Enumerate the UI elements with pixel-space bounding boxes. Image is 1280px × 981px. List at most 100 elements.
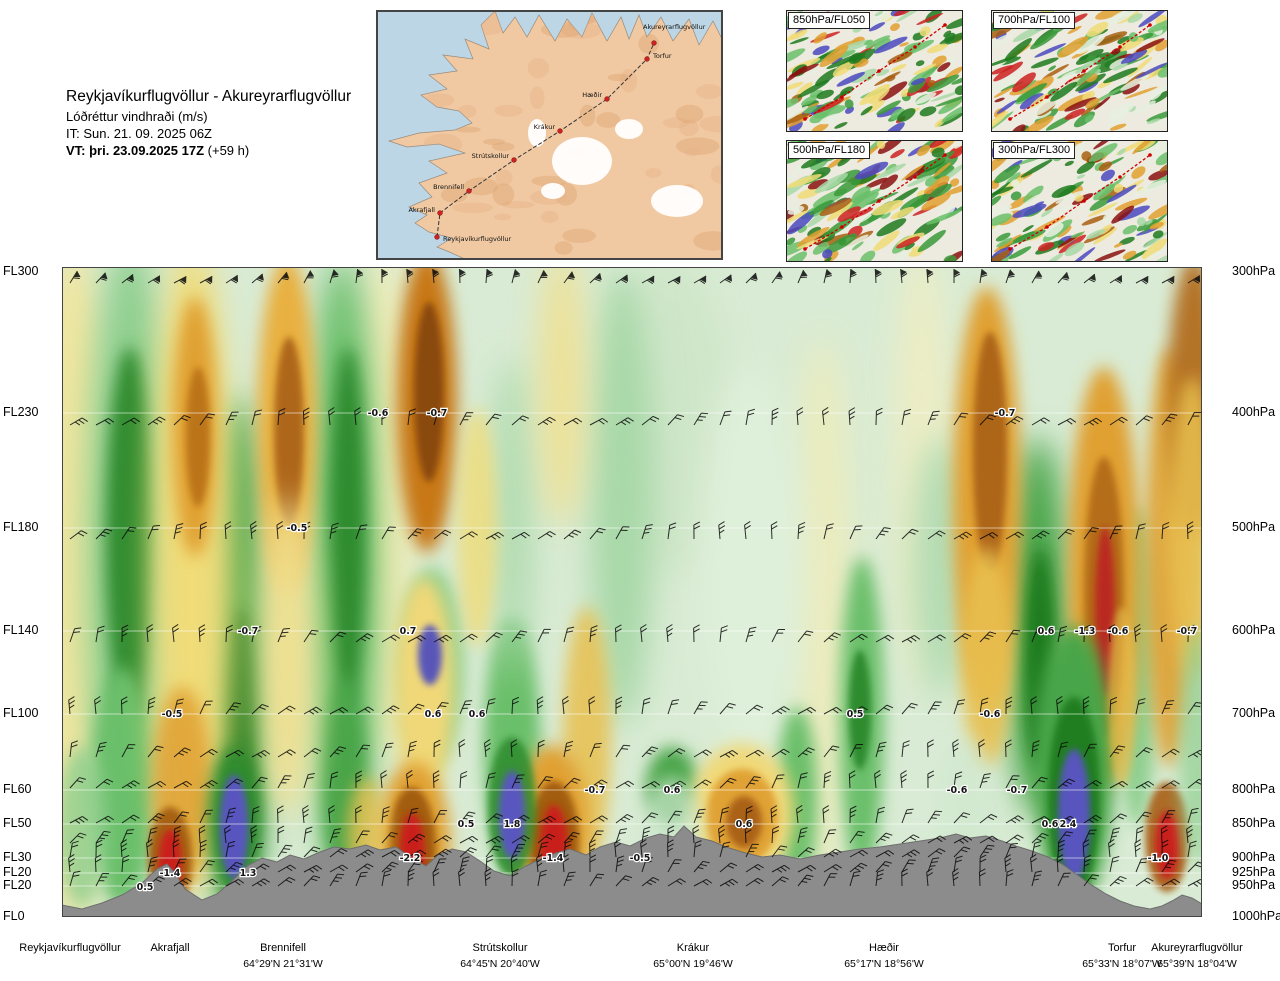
waypoint-dot	[557, 128, 563, 134]
flight-level-label: FL50	[3, 816, 32, 830]
iceland-map: Reykjavíkurflugvöllur Akrafjall Brennifell…	[377, 10, 723, 260]
flight-level-label: FL60	[3, 782, 32, 796]
contour-fill-field	[22, 237, 1220, 937]
level-panel-500hpa: 500hPa/FL180	[786, 140, 963, 262]
waypoint-name: Strútskollur	[472, 942, 528, 954]
svg-text:0.6: 0.6	[469, 709, 486, 720]
svg-text:0.5: 0.5	[847, 709, 864, 720]
map-waypoint-label: Strútskollur	[472, 152, 510, 160]
waypoint-name: Hæðir	[869, 942, 899, 954]
svg-text:-0.5: -0.5	[287, 523, 308, 534]
svg-text:-0.7: -0.7	[585, 785, 606, 796]
waypoint-name: Brennifell	[260, 942, 306, 954]
svg-text:-1.4: -1.4	[160, 868, 181, 879]
svg-text:0.6: 0.6	[1038, 626, 1055, 637]
pressure-level-label: 800hPa	[1232, 782, 1276, 796]
svg-text:-0.7: -0.7	[995, 408, 1016, 419]
flight-level-label: FL30	[3, 850, 32, 864]
cross-section-plot: -0.6 -0.7 -0.7 -0.5 -0.7 0.7 0.6 -1.3 -0.6 -0.7 -0…	[22, 237, 1220, 937]
waypoint-coordinates: 65°17'N 18°56'W	[844, 958, 924, 970]
pressure-level-label: 400hPa	[1232, 405, 1276, 419]
map-waypoint-label: Brennifell	[433, 183, 464, 191]
route-title: Reykjavíkurflugvöllur - Akureyrarflugvöl…	[66, 88, 352, 105]
flight-level-label: FL140	[3, 623, 39, 637]
level-panel-700hpa-art	[992, 11, 1167, 131]
svg-text:-0.7: -0.7	[427, 408, 448, 419]
waypoint-coordinates: 64°45'N 20°40'W	[460, 958, 540, 970]
waypoint-dot	[434, 234, 440, 240]
level-panel-700hpa: 700hPa/FL100	[991, 10, 1168, 132]
flight-level-label: FL180	[3, 520, 39, 534]
terrain-profile	[61, 825, 1203, 918]
flight-level-label: FL20	[3, 865, 32, 879]
svg-text:-0.6: -0.6	[368, 408, 389, 419]
svg-text:-0.6: -0.6	[947, 785, 968, 796]
pressure-level-label: 950hPa	[1232, 878, 1276, 892]
map-waypoint-label: Akureyrarflugvöllur	[643, 23, 706, 31]
level-panel-850hpa-art	[787, 11, 962, 131]
pressure-level-label: 300hPa	[1232, 264, 1276, 278]
svg-text:-0.6: -0.6	[980, 709, 1001, 720]
waypoint-name: Torfur	[1107, 942, 1137, 954]
svg-text:-0.5: -0.5	[162, 709, 183, 720]
svg-text:-0.7: -0.7	[1177, 626, 1198, 637]
flight-level-label: FL300	[3, 264, 39, 278]
waypoint-coordinates: 64°29'N 21°31'W	[243, 958, 323, 970]
waypoint-name: Reykjavíkurflugvöllur	[19, 942, 121, 954]
svg-text:-1.0: -1.0	[1148, 853, 1169, 864]
waypoint-coordinates: 65°39'N 18°04'W	[1157, 958, 1237, 970]
waypoint-name: Akrafjall	[150, 942, 190, 954]
level-panel-300hpa-label: 300hPa/FL300	[993, 142, 1076, 159]
pressure-level-label: 1000hPa	[1232, 909, 1280, 923]
level-panel-500hpa-label: 500hPa/FL180	[788, 142, 871, 159]
waypoint-dot	[511, 157, 517, 163]
waypoint-dot	[466, 188, 472, 194]
waypoint-name: Akureyrarflugvöllur	[1151, 942, 1243, 954]
waypoint-name: Krákur	[676, 942, 710, 954]
flight-level-label: FL20	[3, 878, 32, 892]
chart-header: Reykjavíkurflugvöllur - Akureyrarflugvöl…	[66, 88, 351, 159]
pressure-level-label: 850hPa	[1232, 816, 1276, 830]
flight-level-label: FL0	[3, 909, 25, 923]
level-panel-500hpa-art	[787, 141, 962, 261]
svg-text:0.6: 0.6	[736, 819, 753, 830]
map-waypoint-label: Krákur	[534, 123, 556, 131]
waypoint-coordinates: 65°33'N 18°07'W	[1082, 958, 1162, 970]
level-panel-850hpa: 850hPa/FL050	[786, 10, 963, 132]
map-waypoint-label: Reykjavíkurflugvöllur	[443, 235, 512, 243]
route-path: Reykjavíkurflugvöllur Akrafjall Brennifell…	[408, 23, 705, 243]
svg-text:2.4: 2.4	[1060, 819, 1077, 830]
cross-section-canvas: -0.6 -0.7 -0.7 -0.5 -0.7 0.7 0.6 -1.3 -0.6 -0.7 -0…	[22, 237, 1220, 937]
valid-time: VT: þri. 23.09.2025 17Z (+59 h)	[66, 143, 250, 158]
svg-text:0.6: 0.6	[425, 709, 442, 720]
map-waypoint-label: Torfur	[652, 52, 672, 60]
flight-level-label: FL100	[3, 706, 39, 720]
waypoint-dot	[651, 40, 657, 46]
flight-level-label: FL230	[3, 405, 39, 419]
svg-text:-1.4: -1.4	[543, 853, 564, 864]
waypoint-dot	[604, 96, 610, 102]
waypoint-dot	[437, 210, 443, 216]
svg-text:0.5: 0.5	[137, 882, 154, 893]
pressure-level-label: 700hPa	[1232, 706, 1276, 720]
wind-barbs	[68, 268, 1207, 887]
level-panel-700hpa-label: 700hPa/FL100	[993, 12, 1076, 29]
waypoint-coordinates: 65°00'N 19°46'W	[653, 958, 733, 970]
pressure-level-label: 900hPa	[1232, 850, 1276, 864]
level-panel-850hpa-label: 850hPa/FL050	[788, 12, 871, 29]
level-panel-300hpa: 300hPa/FL300	[991, 140, 1168, 262]
pressure-level-label: 925hPa	[1232, 865, 1276, 879]
route-overview-map: Reykjavíkurflugvöllur Akrafjall Brennifell…	[376, 10, 723, 260]
svg-text:0.7: 0.7	[400, 626, 417, 637]
svg-text:-1.3: -1.3	[1075, 626, 1096, 637]
svg-text:-2.2: -2.2	[400, 853, 421, 864]
svg-text:1.3: 1.3	[240, 868, 257, 879]
init-time: IT: Sun. 21. 09. 2025 06Z	[66, 126, 212, 141]
svg-text:0.6: 0.6	[664, 785, 681, 796]
svg-text:-0.6: -0.6	[1108, 626, 1129, 637]
map-waypoint-label: Akrafjall	[408, 206, 435, 214]
svg-text:-0.7: -0.7	[238, 626, 259, 637]
svg-text:0.5: 0.5	[458, 819, 475, 830]
level-panel-300hpa-art	[992, 141, 1167, 261]
